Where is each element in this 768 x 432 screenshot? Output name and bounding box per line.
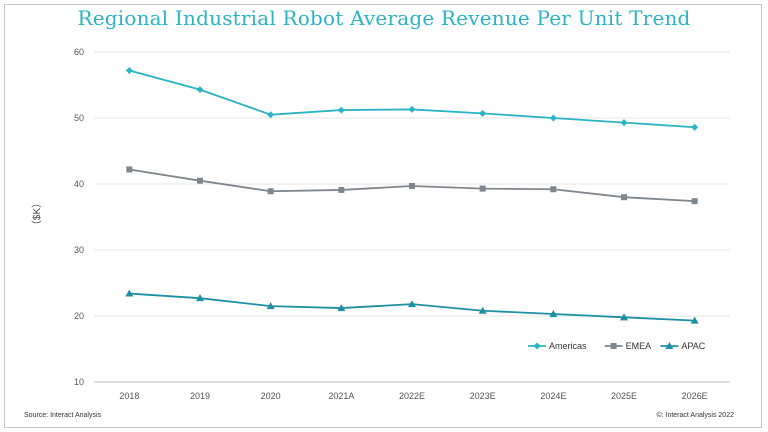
x-tick-label: 2019 (190, 391, 210, 401)
emea-point (126, 166, 133, 173)
x-tick-label: 2021A (328, 391, 354, 401)
y-axis-label: （$K） (31, 198, 43, 230)
chart-frame (4, 4, 762, 428)
y-tick-label: 20 (74, 311, 84, 321)
apac-point (337, 304, 346, 312)
x-axis-ticks: 2018 2019 2020 2021A 2022E 2023E 2024E 2025E 202… (119, 391, 707, 401)
legend-marker (665, 342, 674, 349)
apac-point (478, 306, 487, 314)
copyright-note: ©: Interact Analysis 2022 (656, 412, 734, 419)
gridlines (94, 51, 730, 383)
y-tick-label: 10 (74, 377, 84, 387)
x-tick-label: 2020 (261, 391, 281, 401)
y-tick-label: 60 (74, 47, 84, 57)
americas-point (549, 114, 557, 122)
americas-point (691, 123, 699, 131)
americas-point (408, 105, 416, 113)
americas-point (125, 66, 133, 74)
x-tick-label: 2023E (470, 391, 496, 401)
legend-label: EMEA (626, 341, 652, 351)
legend-marker (610, 343, 617, 349)
source-note: Source: Interact Analysis (24, 412, 102, 419)
series-layer (125, 66, 699, 324)
x-tick-label: 2024E (540, 391, 566, 401)
emea-point (197, 177, 203, 184)
emea-point (621, 194, 627, 201)
series-americas (125, 66, 699, 131)
apac-point (196, 294, 204, 302)
y-tick-label: 50 (74, 113, 84, 123)
emea-point (409, 182, 415, 189)
legend-label: Americas (549, 341, 587, 351)
x-tick-label: 2022E (399, 391, 425, 401)
emea-point (550, 186, 557, 193)
series-apac (125, 289, 699, 324)
emea-point (479, 185, 486, 192)
americas-line (129, 69, 695, 129)
americas-point (196, 86, 204, 94)
legend-item-americas: Americas (528, 341, 587, 351)
legend-item-apac: APAC (660, 341, 706, 351)
americas-point (267, 111, 275, 119)
chart-title: Regional Industrial Robot Average Revenu… (77, 6, 691, 30)
emea-point (338, 186, 345, 193)
y-axis-ticks: 10 20 30 40 50 60 (74, 47, 84, 387)
x-tick-label: 2026E (682, 391, 708, 401)
americas-point (620, 119, 628, 127)
legend-label: APAC (681, 341, 705, 351)
x-tick-label: 2018 (119, 391, 139, 401)
emea-point (267, 188, 274, 195)
series-emea (126, 166, 698, 205)
apac-point (125, 289, 134, 297)
legend-marker (533, 342, 541, 350)
americas-point (337, 106, 345, 114)
apac-point (620, 313, 628, 321)
legend: Americas EMEA APAC (528, 341, 706, 351)
y-tick-label: 40 (74, 179, 84, 189)
x-tick-label: 2025E (611, 391, 637, 401)
emea-point (691, 198, 698, 205)
americas-point (479, 109, 487, 117)
apac-point (266, 302, 275, 310)
apac-point (690, 316, 699, 324)
apac-point (408, 300, 416, 308)
legend-item-emea: EMEA (604, 341, 652, 351)
apac-point (549, 310, 558, 318)
y-tick-label: 30 (74, 245, 84, 255)
